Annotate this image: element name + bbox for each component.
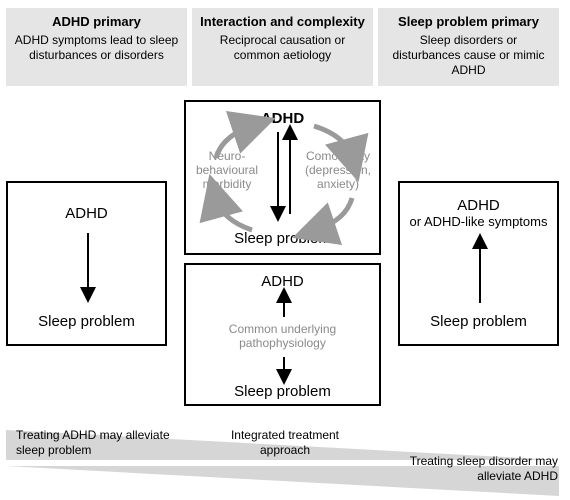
header-left-title: ADHD primary bbox=[14, 14, 179, 29]
header-box-left: ADHD primary ADHD symptoms lead to sleep… bbox=[6, 8, 187, 86]
panel-right: ADHD or ADHD-like symptoms Sleep problem bbox=[398, 181, 559, 346]
panel-ct-arrows bbox=[186, 102, 383, 257]
panel-cb-arrows bbox=[186, 265, 383, 408]
header-box-center: Interaction and complexity Reciprocal ca… bbox=[192, 8, 373, 86]
panel-center-top: ADHD Sleep problem Neuro- behavioural mo… bbox=[184, 100, 381, 255]
panel-right-arrow bbox=[400, 183, 561, 348]
bottom-label-center: Integrated treatment approach bbox=[225, 428, 345, 458]
header-center-title: Interaction and complexity bbox=[200, 14, 365, 29]
diagram-container: ADHD primary ADHD symptoms lead to sleep… bbox=[0, 0, 570, 500]
header-box-right: Sleep problem primary Sleep disorders or… bbox=[378, 8, 559, 86]
header-right-sub: Sleep disorders or disturbances cause or… bbox=[386, 33, 551, 78]
bottom-label-left: Treating ADHD may alleviate sleep proble… bbox=[16, 428, 176, 458]
header-right-title: Sleep problem primary bbox=[386, 14, 551, 29]
header-left-sub: ADHD symptoms lead to sleep disturbances… bbox=[14, 33, 179, 63]
panel-center-bottom: ADHD Common underlying pathophysiology S… bbox=[184, 263, 381, 406]
header-center-sub: Reciprocal causation or common aetiology bbox=[200, 33, 365, 63]
bottom-label-right: Treating sleep disorder may alleviate AD… bbox=[388, 454, 558, 484]
panel-left: ADHD Sleep problem bbox=[6, 181, 167, 346]
panel-left-arrow bbox=[8, 183, 169, 348]
